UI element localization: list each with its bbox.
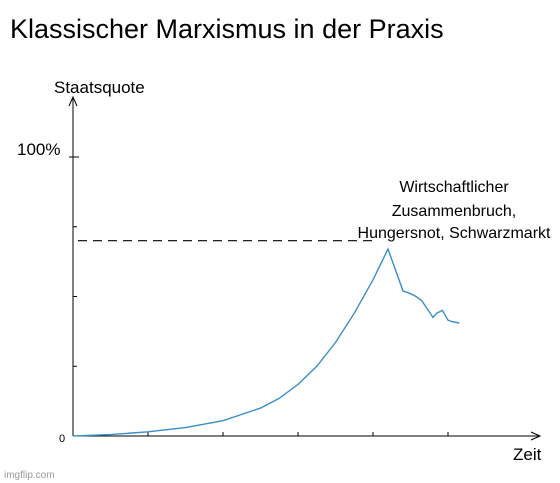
annotation-line-3: Hungersnot, Schwarzmarkt (358, 225, 552, 242)
axis-ticks (69, 156, 449, 436)
annotation-line-2: Zusammenbruch, (392, 203, 517, 220)
annotation-line-1: Wirtschaftlicher (399, 179, 509, 196)
origin-label: 0 (59, 433, 65, 445)
y-axis-label: Staatsquote (54, 78, 145, 97)
axes (68, 95, 542, 441)
y-tick-label-100: 100% (17, 140, 60, 159)
series-line (72, 247, 460, 437)
y-axis-arrow (68, 95, 78, 107)
watermark: imgflip.com (4, 470, 55, 481)
x-axis-label: Zeit (513, 445, 542, 464)
chart-title: Klassischer Marxismus in der Praxis (10, 14, 444, 44)
x-axis-arrow (530, 431, 542, 441)
